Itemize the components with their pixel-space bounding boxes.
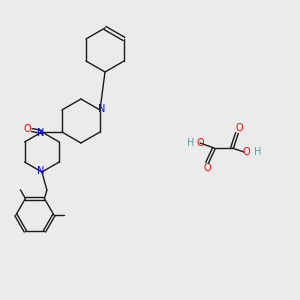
Text: O: O	[196, 138, 204, 148]
Text: N: N	[37, 128, 45, 138]
Text: N: N	[98, 104, 106, 114]
Text: O: O	[235, 123, 243, 133]
Text: H: H	[187, 138, 194, 148]
Text: O: O	[23, 124, 31, 134]
Text: N: N	[37, 166, 45, 176]
Text: O: O	[203, 163, 211, 173]
Text: H: H	[254, 147, 261, 157]
Text: O: O	[242, 147, 250, 157]
